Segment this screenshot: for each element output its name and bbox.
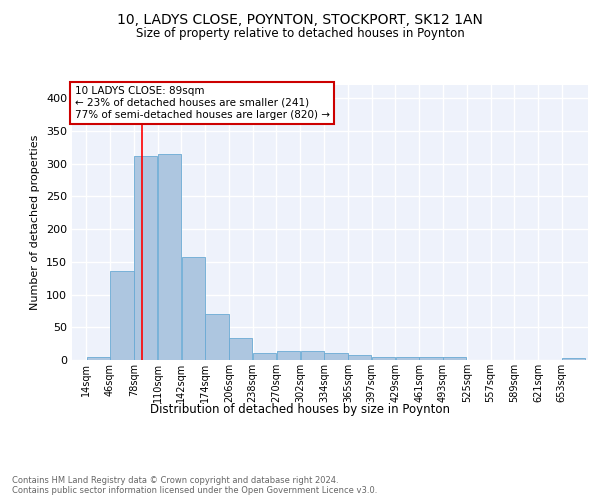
Bar bbox=[324, 354, 347, 360]
Bar bbox=[395, 358, 419, 360]
Bar bbox=[443, 358, 466, 360]
Text: Size of property relative to detached houses in Poynton: Size of property relative to detached ho… bbox=[136, 28, 464, 40]
Bar bbox=[348, 356, 371, 360]
Text: Distribution of detached houses by size in Poynton: Distribution of detached houses by size … bbox=[150, 402, 450, 415]
Bar bbox=[134, 156, 157, 360]
Bar bbox=[301, 351, 324, 360]
Bar bbox=[277, 351, 300, 360]
Bar bbox=[253, 353, 276, 360]
Bar bbox=[86, 358, 110, 360]
Y-axis label: Number of detached properties: Number of detached properties bbox=[31, 135, 40, 310]
Bar bbox=[419, 358, 443, 360]
Bar bbox=[372, 358, 395, 360]
Text: 10 LADYS CLOSE: 89sqm
← 23% of detached houses are smaller (241)
77% of semi-det: 10 LADYS CLOSE: 89sqm ← 23% of detached … bbox=[74, 86, 329, 120]
Bar bbox=[229, 338, 253, 360]
Text: Contains HM Land Registry data © Crown copyright and database right 2024.
Contai: Contains HM Land Registry data © Crown c… bbox=[12, 476, 377, 495]
Bar bbox=[182, 257, 205, 360]
Bar bbox=[110, 271, 134, 360]
Bar bbox=[562, 358, 586, 360]
Bar bbox=[158, 154, 181, 360]
Text: 10, LADYS CLOSE, POYNTON, STOCKPORT, SK12 1AN: 10, LADYS CLOSE, POYNTON, STOCKPORT, SK1… bbox=[117, 12, 483, 26]
Bar bbox=[205, 314, 229, 360]
